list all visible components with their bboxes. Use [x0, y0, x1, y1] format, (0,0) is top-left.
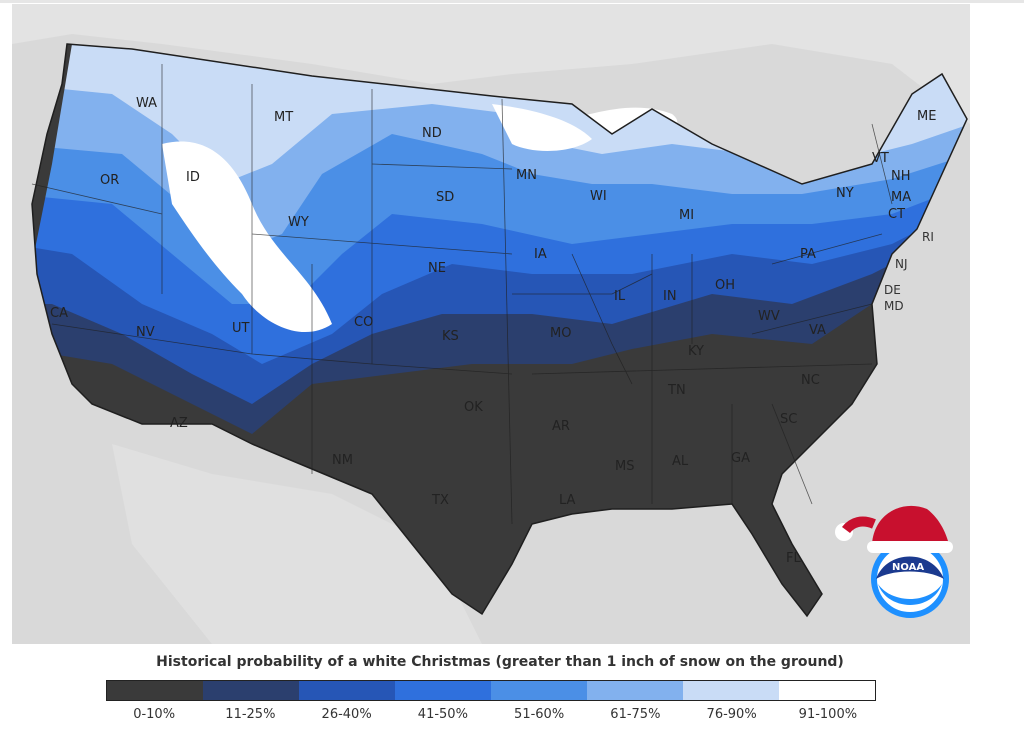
canada-region	[12, 4, 970, 124]
legend-swatch-61-75	[587, 681, 683, 700]
state-label-ri: RI	[922, 230, 934, 244]
state-label-nh: NH	[891, 169, 911, 184]
state-labels: WA OR CA ID MT WY NV UT AZ CO NM ND SD N…	[50, 96, 936, 566]
legend-swatch-26-40	[299, 681, 395, 700]
state-label-wi: WI	[590, 189, 607, 204]
state-label-de: DE	[884, 283, 901, 297]
state-label-nv: NV	[136, 325, 155, 340]
state-label-il: IL	[614, 289, 626, 304]
legend-label-51-60: 51-60%	[514, 707, 565, 722]
legend-swatch-91-100	[779, 681, 875, 700]
legend-color-bar	[106, 680, 876, 701]
state-label-mo: MO	[550, 326, 571, 341]
usa-outline	[31, 43, 968, 618]
state-label-ks: KS	[442, 329, 459, 344]
state-label-ca: CA	[50, 306, 68, 321]
legend-swatch-11-25	[203, 681, 299, 700]
state-label-al: AL	[672, 454, 689, 469]
state-label-tx: TX	[431, 493, 449, 508]
snow-probability-map: WA OR CA ID MT WY NV UT AZ CO NM ND SD N…	[12, 4, 970, 644]
state-label-co: CO	[354, 315, 373, 330]
state-label-ma: MA	[891, 190, 911, 205]
state-borders	[31, 64, 893, 525]
noaa-logo-sky	[876, 556, 944, 579]
state-label-tn: TN	[667, 383, 686, 398]
state-label-wy: WY	[288, 215, 309, 230]
legend-title: Historical probability of a white Christ…	[156, 654, 844, 670]
state-label-or: OR	[100, 173, 119, 188]
legend-swatch-41-50	[395, 681, 491, 700]
legend-label-61-75: 61-75%	[610, 707, 661, 722]
legend-label-91-100: 91-100%	[798, 707, 858, 722]
state-label-ms: MS	[615, 459, 634, 474]
santa-hat-tip	[842, 516, 876, 534]
legend-labels: 0-10% 11-25% 26-40% 41-50% 51-60% 61-75%…	[106, 707, 876, 725]
state-label-la: LA	[559, 493, 576, 508]
state-label-id: ID	[186, 170, 200, 185]
legend-label-26-40: 26-40%	[321, 707, 372, 722]
state-label-oh: OH	[715, 278, 735, 293]
map-canvas: WA OR CA ID MT WY NV UT AZ CO NM ND SD N…	[12, 4, 970, 644]
state-label-ct: CT	[888, 207, 905, 222]
state-label-az: AZ	[170, 416, 188, 431]
state-label-me: ME	[917, 109, 936, 124]
state-label-md: MD	[884, 299, 904, 313]
state-label-mt: MT	[274, 110, 293, 125]
legend-swatch-0-10	[107, 681, 203, 700]
state-label-nj: NJ	[895, 257, 908, 271]
mexico-region	[112, 444, 482, 644]
state-label-nm: NM	[332, 453, 353, 468]
legend-label-76-90: 76-90%	[706, 707, 757, 722]
state-label-vt: VT	[872, 151, 889, 166]
state-label-ga: GA	[731, 451, 750, 466]
state-label-ar: AR	[552, 419, 570, 434]
top-border	[0, 0, 1024, 3]
state-label-mi: MI	[679, 208, 694, 223]
state-label-nd: ND	[422, 126, 442, 141]
legend-label-11-25: 11-25%	[225, 707, 276, 722]
state-label-wa: WA	[136, 96, 157, 111]
state-label-va: VA	[809, 323, 826, 338]
state-label-pa: PA	[800, 247, 816, 262]
state-label-ia: IA	[534, 247, 547, 262]
state-label-nc: NC	[801, 373, 820, 388]
state-label-mn: MN	[516, 168, 537, 183]
santa-hat-brim	[867, 541, 953, 553]
state-label-ut: UT	[232, 321, 250, 336]
legend-label-41-50: 41-50%	[417, 707, 468, 722]
state-label-wv: WV	[758, 309, 780, 324]
state-label-in: IN	[663, 289, 677, 304]
state-label-ny: NY	[836, 186, 854, 201]
noaa-logo-text: NOAA	[892, 562, 924, 573]
state-label-sd: SD	[436, 190, 454, 205]
santa-hat-icon	[872, 505, 950, 549]
state-label-ok: OK	[464, 400, 483, 415]
legend-label-0-10: 0-10%	[133, 707, 176, 722]
state-label-sc: SC	[780, 412, 797, 427]
state-label-ky: KY	[688, 344, 704, 359]
legend-swatch-76-90	[683, 681, 779, 700]
state-label-fl: FL	[786, 551, 801, 566]
noaa-logo-wave	[878, 584, 942, 605]
noaa-logo: NOAA	[835, 505, 953, 618]
legend-swatch-51-60	[491, 681, 587, 700]
state-label-ne: NE	[428, 261, 446, 276]
